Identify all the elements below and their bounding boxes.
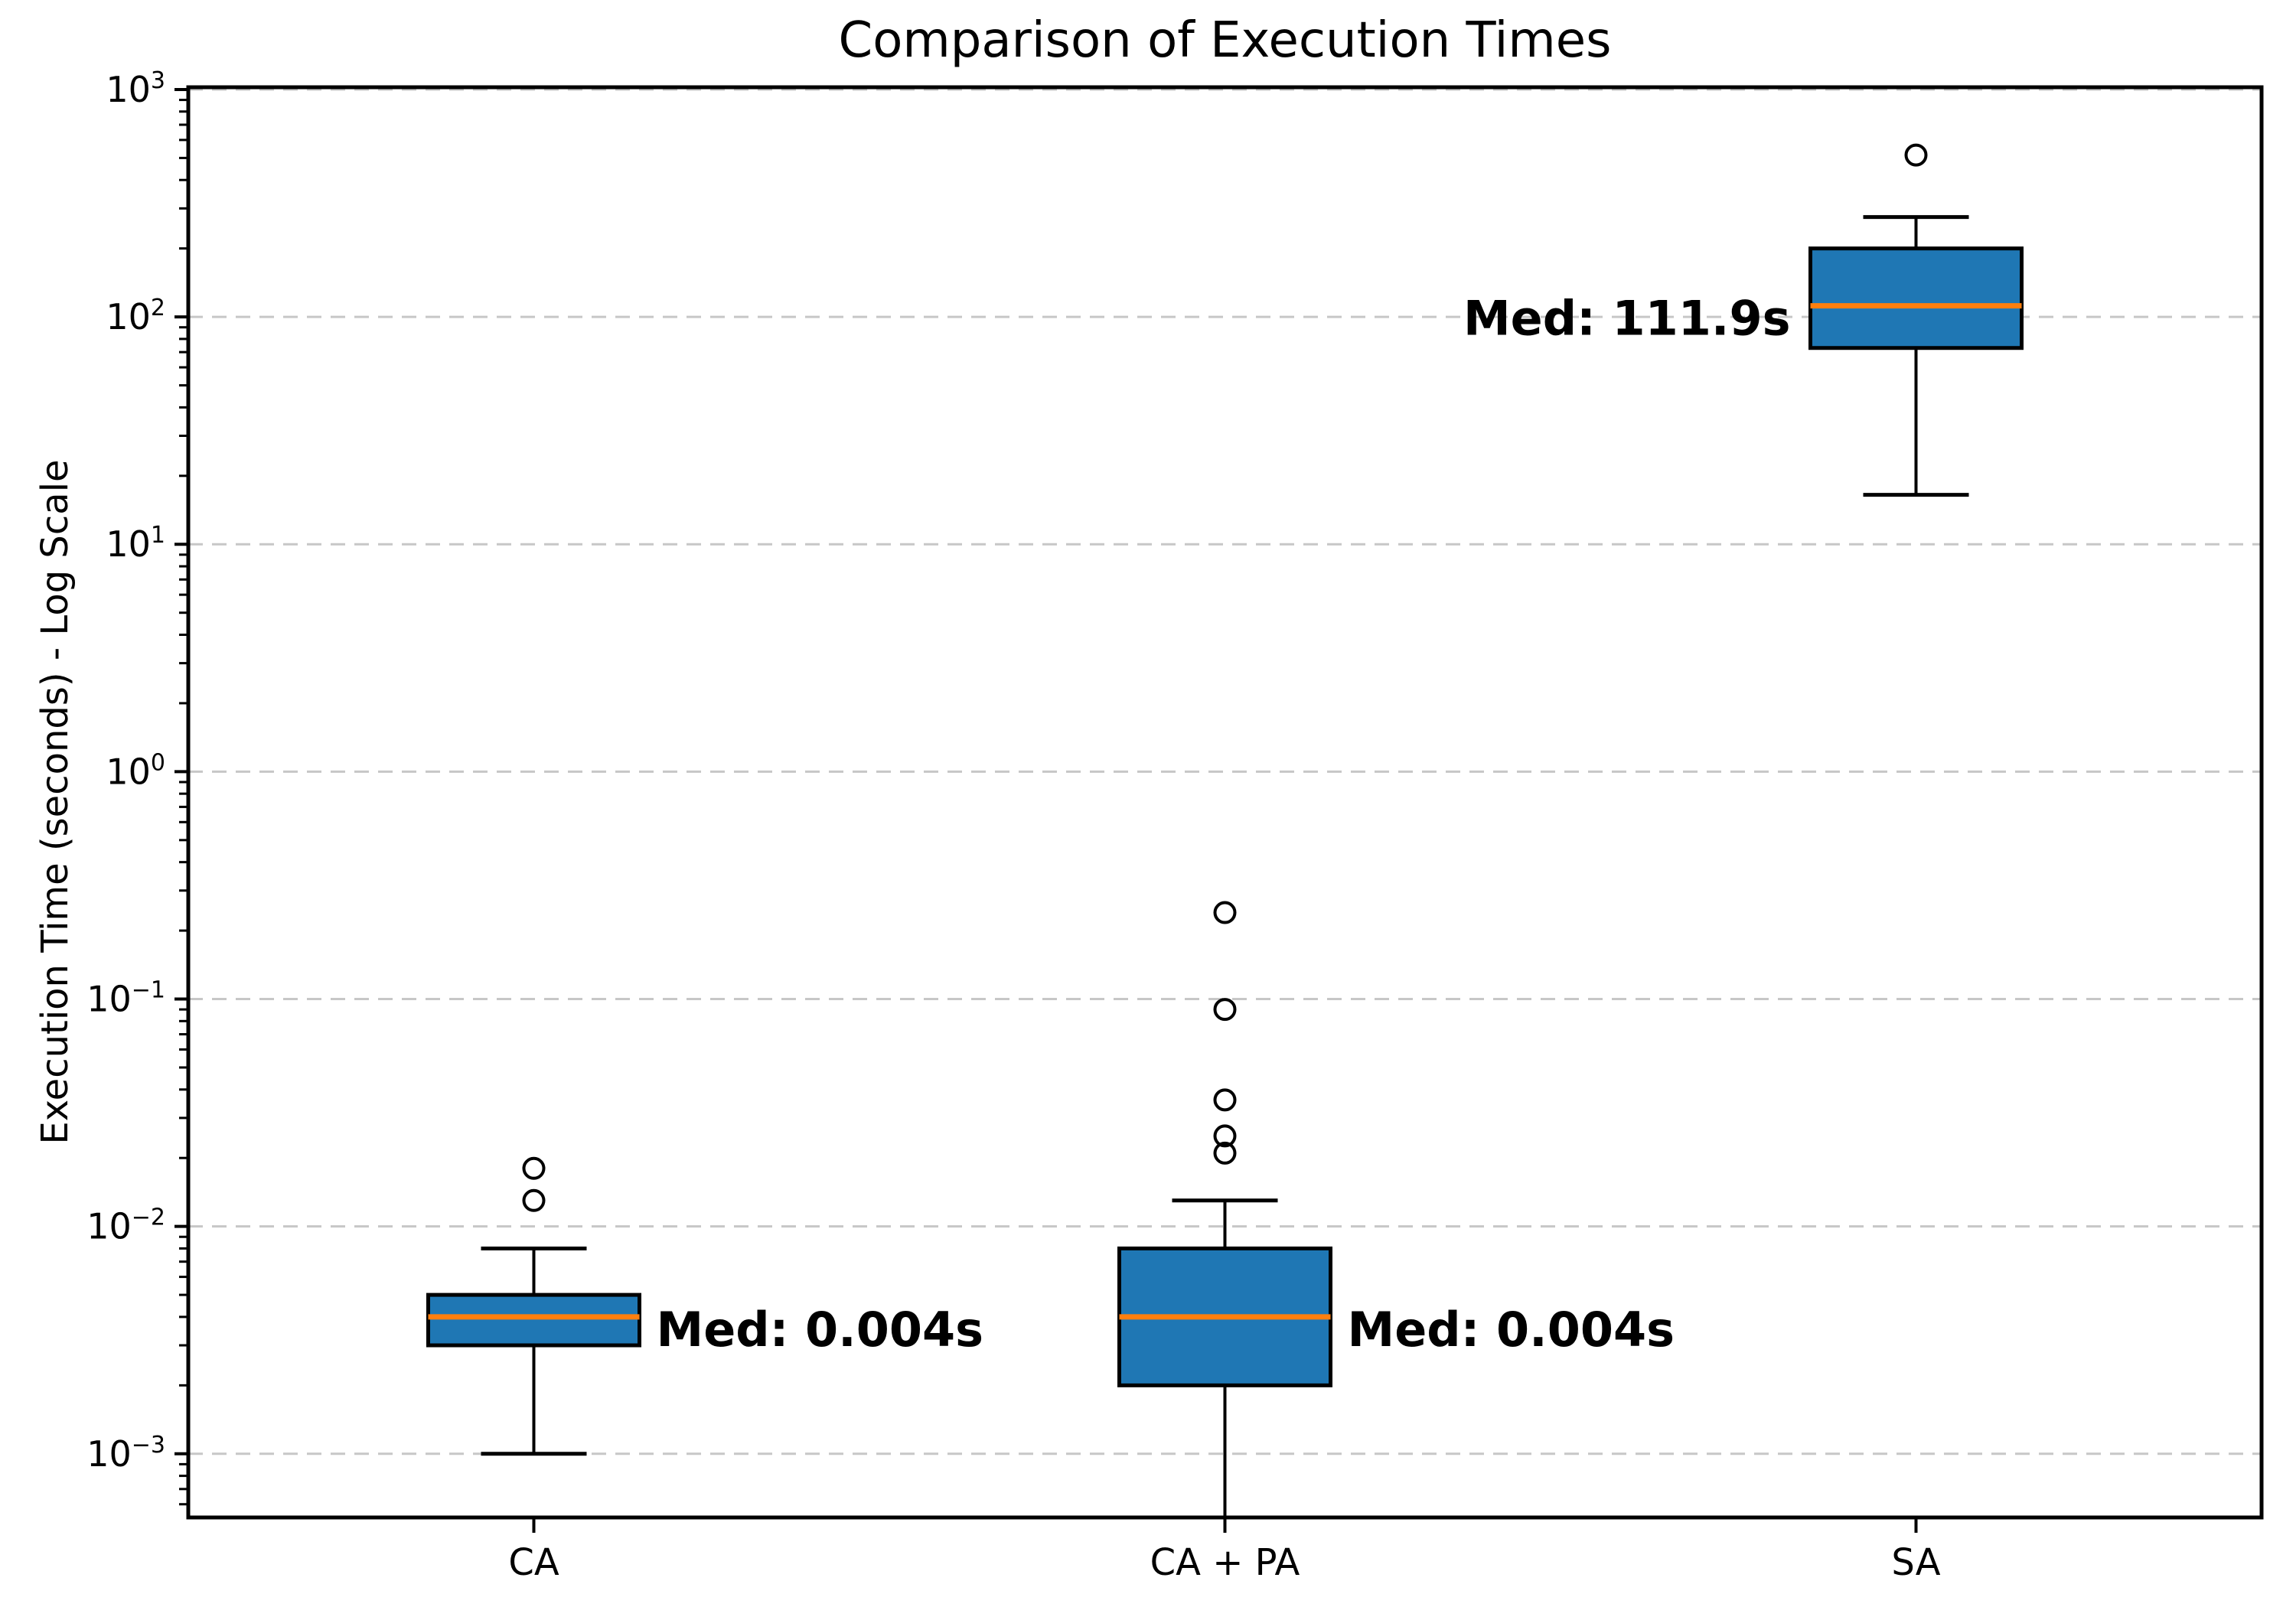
x-tick-label-SA: SA [1891,1541,1940,1584]
y-tick-label: 100 [106,749,165,792]
y-tick-label: 10−1 [86,977,165,1020]
median-annotation: Med: 111.9s [1463,291,1791,347]
x-tick-label-CA: CA [508,1541,559,1584]
iqr-box [1808,246,2024,350]
outlier-marker [1213,1088,1237,1112]
y-tick-label: 10−3 [86,1432,165,1475]
y-tick-label: 101 [106,522,165,565]
outlier-marker [522,1188,546,1212]
outlier-marker [1213,901,1237,924]
y-tick-label: 102 [106,295,165,337]
box-SA: Med: 111.9s [1463,143,2024,497]
chart-title: Comparison of Execution Times [838,12,1612,69]
y-tick-label: 10−2 [86,1204,165,1247]
outlier-marker [1213,1141,1237,1165]
box-CA+PA: Med: 0.004s [1117,901,1675,1516]
x-tick-label-CA+PA: CA + PA [1150,1541,1300,1584]
median-annotation: Med: 0.004s [1348,1302,1675,1358]
median-annotation: Med: 0.004s [657,1302,984,1358]
y-axis-label: Execution Time (seconds) - Log Scale [34,459,77,1145]
plot-spines [186,85,2264,1520]
outlier-marker [1213,998,1237,1022]
outlier-marker [1213,1124,1237,1148]
outlier-marker [1904,143,1928,167]
iqr-box [426,1292,641,1348]
y-axis: 103 102 101 100 10−1 10−2 10−3 [86,67,188,1506]
box-CA: Med: 0.004s [426,1156,984,1456]
y-tick-label: 103 [106,67,165,110]
outlier-marker [522,1156,546,1180]
x-axis: CA CA + PA SA [508,1517,1941,1584]
